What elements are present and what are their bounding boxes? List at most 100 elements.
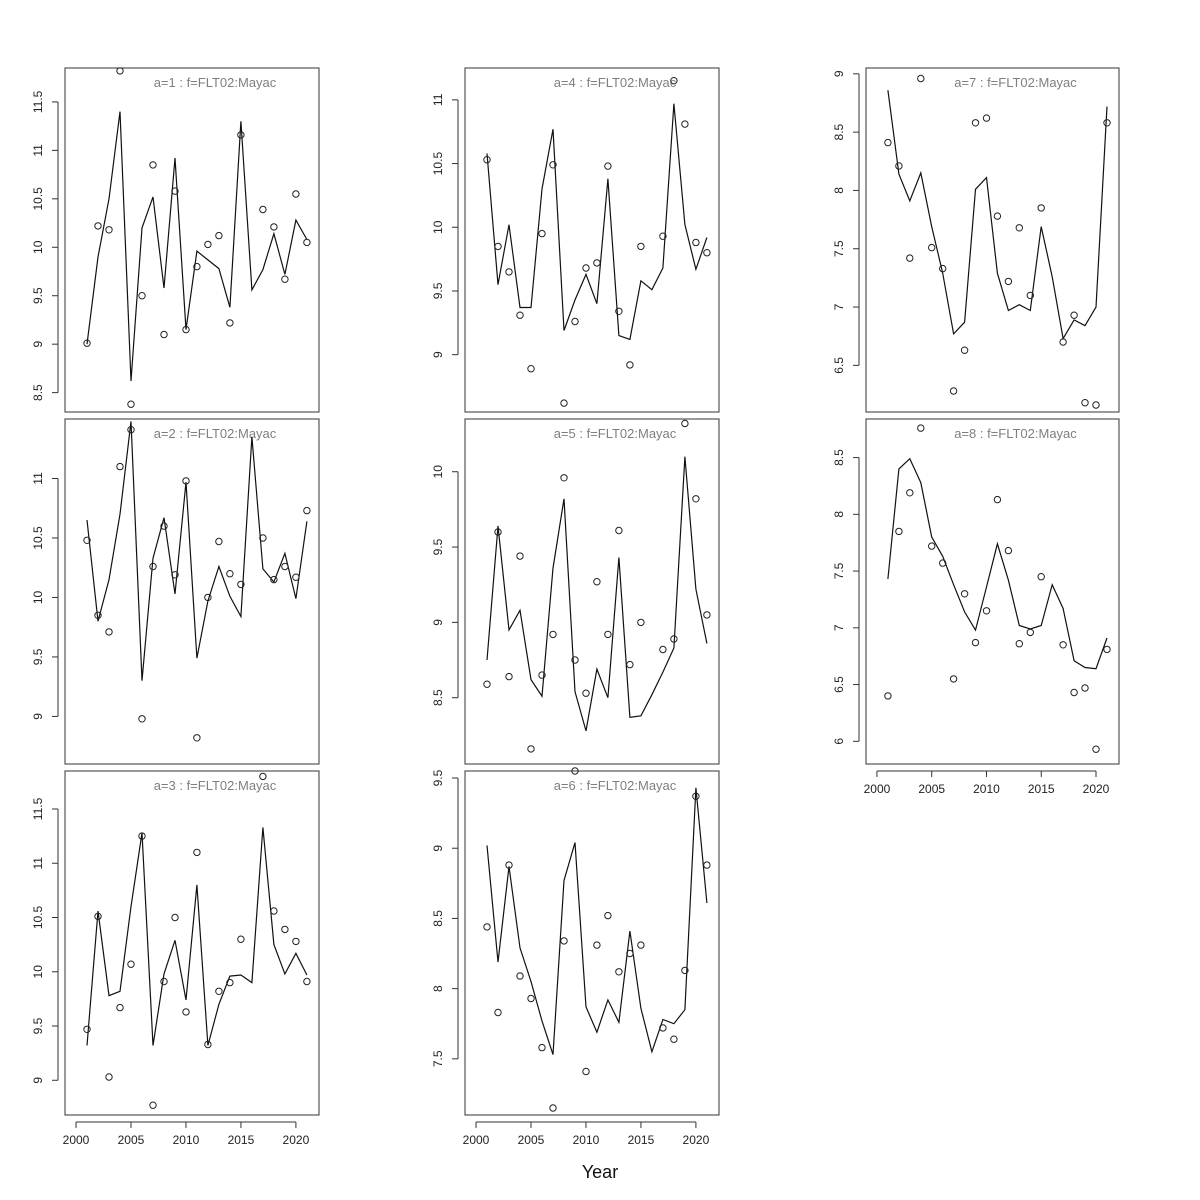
observed-point — [560, 399, 568, 407]
observed-point — [637, 618, 645, 627]
observed-point — [281, 562, 289, 571]
y-tick-label: 11.5 — [31, 797, 45, 820]
observed-point — [83, 536, 91, 544]
y-tick-label: 10.5 — [31, 187, 45, 211]
observed-point — [516, 552, 524, 560]
y-tick-label: 10.5 — [31, 526, 45, 550]
y-tick-label: 9 — [431, 351, 445, 358]
fitted-line — [887, 457, 1108, 670]
panel-title: a=3 : f=FLT02:Mayac — [154, 778, 277, 793]
observed-point — [149, 562, 157, 571]
observed-point — [83, 339, 91, 347]
observed-point — [138, 292, 146, 300]
observed-point — [281, 275, 289, 283]
y-tick-label: 9.5 — [431, 538, 445, 555]
observed-point — [1015, 640, 1023, 648]
observed-point — [1092, 745, 1100, 753]
observed-point — [626, 660, 634, 669]
observed-point — [527, 745, 535, 753]
x-tick-label: 2010 — [573, 1133, 600, 1147]
y-tick-label: 8 — [431, 985, 445, 992]
observed-point — [971, 638, 980, 647]
y-tick-label: 7 — [832, 303, 846, 310]
plot-frame — [464, 67, 720, 413]
observed-point — [884, 692, 892, 700]
observed-point — [637, 941, 645, 949]
observed-point — [960, 590, 969, 598]
observed-point — [204, 240, 212, 249]
y-tick-label: 9.5 — [431, 769, 445, 786]
observed-point — [505, 861, 513, 869]
x-tick-label: 2020 — [283, 1133, 310, 1147]
observed-point — [939, 559, 947, 567]
observed-point — [670, 1035, 678, 1043]
observed-point — [138, 715, 146, 723]
y-tick-label: 10 — [31, 590, 45, 604]
observed-point — [94, 611, 102, 619]
observed-point — [494, 1008, 502, 1017]
observed-point — [237, 131, 245, 139]
observed-point — [281, 925, 289, 934]
observed-point — [681, 419, 689, 428]
observed-point — [895, 527, 903, 536]
observed-point — [993, 212, 1002, 220]
observed-point — [1004, 277, 1013, 286]
observed-point — [549, 630, 557, 639]
panel-1: 8.5 9 9.5 10 10.5 11 11.5 a=1 : f=FLT02:Mayac — [31, 67, 320, 413]
y-tick-label: 6.5 — [832, 357, 846, 374]
observed-point — [303, 506, 311, 515]
observed-point — [483, 156, 491, 164]
x-tick-label: 2005 — [918, 782, 945, 796]
panel-8: 6 6.5 7 7.5 8 8.5 2000 2005 2010 2015 2020 a=8 : f=… — [832, 418, 1120, 796]
panel-title: a=1 : f=FLT02:Mayac — [154, 75, 277, 90]
observed-point — [626, 361, 634, 369]
observed-point — [1092, 401, 1100, 409]
observed-point — [160, 330, 168, 339]
observed-point — [637, 242, 645, 251]
y-tick-label: 10 — [31, 965, 45, 979]
observed-point — [615, 526, 623, 535]
observed-point — [703, 611, 711, 619]
observed-point — [615, 307, 623, 315]
observed-point — [226, 570, 234, 578]
observed-point — [615, 968, 623, 976]
x-tick-label: 2000 — [463, 1133, 490, 1147]
observed-point — [204, 1040, 212, 1049]
observed-point — [259, 534, 267, 542]
observed-point — [917, 424, 925, 432]
x-tick-label: 2015 — [628, 1133, 655, 1147]
panel-title: a=4 : f=FLT02:Mayac — [554, 75, 677, 90]
observed-point — [259, 205, 267, 214]
observed-point — [982, 607, 991, 615]
plot-frame — [64, 770, 320, 1116]
observed-point — [692, 238, 700, 247]
observed-point — [259, 772, 267, 781]
observed-point — [303, 238, 311, 247]
observed-point — [193, 848, 201, 857]
plot-frame — [64, 67, 320, 413]
observed-point — [906, 254, 914, 262]
panel-title: a=5 : f=FLT02:Mayac — [554, 426, 677, 441]
plot-frame — [865, 67, 1120, 413]
fitted-line — [486, 456, 708, 732]
observed-point — [681, 120, 689, 128]
panel-title: a=8 : f=FLT02:Mayac — [954, 426, 1077, 441]
observed-point — [83, 1025, 91, 1034]
observed-point — [560, 937, 568, 945]
x-axis-label: Year — [582, 1162, 618, 1182]
x-tick-label: 2020 — [1083, 782, 1110, 796]
observed-point — [949, 387, 958, 395]
x-tick-label: 2015 — [228, 1133, 255, 1147]
observed-point — [692, 792, 700, 800]
observed-point — [549, 161, 557, 169]
observed-point — [703, 861, 711, 869]
observed-point — [182, 477, 190, 485]
observed-point — [182, 1008, 190, 1016]
observed-point — [292, 190, 300, 198]
observed-point — [1059, 641, 1067, 649]
observed-point — [1026, 628, 1035, 637]
observed-point — [516, 311, 524, 319]
y-tick-label: 7 — [832, 624, 846, 631]
y-tick-label: 9 — [832, 70, 846, 77]
